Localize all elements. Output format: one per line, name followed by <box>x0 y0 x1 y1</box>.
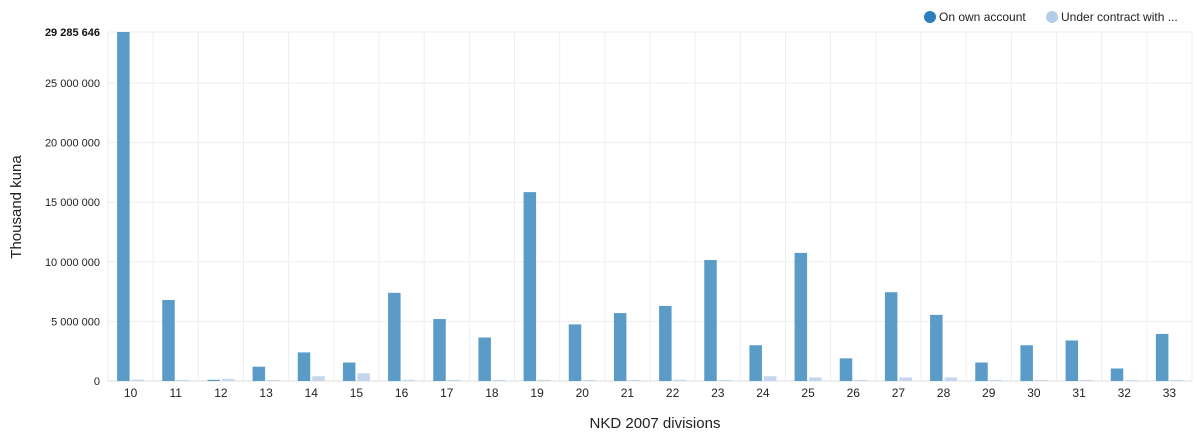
x-tick-label: 13 <box>259 386 273 400</box>
x-tick-label: 22 <box>666 386 680 400</box>
bar-own-account-23[interactable] <box>704 260 717 381</box>
bar-under-contract-29[interactable] <box>989 380 1003 381</box>
bar-under-contract-28[interactable] <box>944 377 958 381</box>
x-tick-label: 21 <box>621 386 635 400</box>
x-axis-ticks: 10 11 12 13 14 15 16 17 18 19 20 21 22 23 24 25 26 27 28 29… <box>124 386 1177 400</box>
bar-own-account-13[interactable] <box>252 366 266 381</box>
bar-own-account-12[interactable] <box>207 379 220 381</box>
bar-own-account-30[interactable] <box>1020 345 1033 381</box>
x-tick-label: 29 <box>982 386 996 400</box>
bar-under-contract-32[interactable] <box>1125 380 1138 381</box>
bar-own-account-22[interactable] <box>659 305 672 381</box>
y-tick-label: 25 000 000 <box>45 78 100 90</box>
bar-under-contract-13[interactable] <box>267 380 280 381</box>
y-max-label: 29 285 646 <box>45 27 100 39</box>
bar-under-contract-15[interactable] <box>357 373 370 381</box>
y-tick-label: 10 000 000 <box>45 257 100 269</box>
x-tick-label: 25 <box>801 386 815 400</box>
bar-under-contract-24[interactable] <box>763 376 777 381</box>
x-tick-label: 24 <box>756 386 770 400</box>
bar-own-account-11[interactable] <box>162 299 175 381</box>
bar-own-account-14[interactable] <box>297 352 311 381</box>
y-tick-label: 0 <box>94 376 100 388</box>
x-tick-label: 15 <box>350 386 364 400</box>
x-tick-label: 23 <box>711 386 725 400</box>
bar-own-account-26[interactable] <box>839 358 853 381</box>
x-tick-label: 19 <box>530 386 544 400</box>
x-tick-label: 16 <box>395 386 409 400</box>
bar-own-account-27[interactable] <box>884 292 898 381</box>
x-tick-label: 11 <box>170 386 183 400</box>
y-axis-title: Thousand kuna <box>8 155 25 259</box>
legend-label: Under contract with ... <box>1061 10 1178 24</box>
bar-under-contract-26[interactable] <box>854 380 867 381</box>
bar-under-contract-17[interactable] <box>447 379 461 381</box>
x-tick-label: 31 <box>1072 386 1086 400</box>
x-tick-label: 33 <box>1163 386 1177 400</box>
x-tick-label: 18 <box>485 386 499 400</box>
bar-own-account-15[interactable] <box>342 362 356 381</box>
bar-under-contract-16[interactable] <box>402 379 416 381</box>
bar-own-account-17[interactable] <box>433 319 446 381</box>
bar-own-account-25[interactable] <box>794 252 808 381</box>
bar-own-account-24[interactable] <box>749 345 762 381</box>
bar-under-contract-19[interactable] <box>538 379 551 381</box>
bar-under-contract-31[interactable] <box>1080 380 1093 381</box>
x-tick-label: 20 <box>576 386 590 400</box>
bars <box>117 32 1183 381</box>
bar-own-account-29[interactable] <box>975 362 988 381</box>
x-tick-label: 32 <box>1118 386 1132 400</box>
x-axis-title: NKD 2007 divisions <box>590 415 721 432</box>
bar-under-contract-30[interactable] <box>1034 380 1048 381</box>
bar-under-contract-33[interactable] <box>1170 380 1183 381</box>
bar-under-contract-27[interactable] <box>899 377 912 381</box>
bar-own-account-10[interactable] <box>117 32 130 381</box>
legend: On own account Under contract with ... <box>924 10 1178 24</box>
bar-under-contract-14[interactable] <box>312 376 325 381</box>
bar-own-account-19[interactable] <box>523 192 537 381</box>
legend-item-under-contract[interactable]: Under contract with ... <box>1046 10 1178 24</box>
x-tick-label: 10 <box>124 386 138 400</box>
bar-under-contract-20[interactable] <box>583 380 596 381</box>
bar-under-contract-23[interactable] <box>718 379 732 381</box>
y-axis-ticks: 0 5 000 000 10 000 000 15 000 000 20 000 000… <box>45 27 100 388</box>
y-tick-label: 5 000 000 <box>51 316 100 328</box>
bar-under-contract-18[interactable] <box>492 379 506 381</box>
bar-own-account-31[interactable] <box>1065 340 1079 381</box>
x-tick-label: 12 <box>214 386 228 400</box>
x-tick-label: 14 <box>305 386 319 400</box>
legend-label: On own account <box>939 10 1026 24</box>
bar-under-contract-21[interactable] <box>628 380 641 381</box>
x-tick-label: 30 <box>1027 386 1041 400</box>
bar-own-account-20[interactable] <box>568 324 582 381</box>
legend-swatch-icon <box>1046 11 1058 23</box>
x-tick-label: 26 <box>847 386 861 400</box>
bar-under-contract-12[interactable] <box>221 378 235 381</box>
bar-own-account-33[interactable] <box>1155 333 1169 381</box>
y-tick-label: 20 000 000 <box>45 138 100 150</box>
bar-under-contract-11[interactable] <box>176 380 190 381</box>
bar-under-contract-25[interactable] <box>809 377 822 381</box>
bar-under-contract-22[interactable] <box>673 379 687 381</box>
x-tick-label: 27 <box>892 386 906 400</box>
bar-own-account-16[interactable] <box>388 292 401 381</box>
y-tick-label: 15 000 000 <box>45 197 100 209</box>
x-tick-label: 28 <box>937 386 951 400</box>
bar-own-account-18[interactable] <box>478 337 491 381</box>
x-tick-label: 17 <box>440 386 454 400</box>
bar-own-account-21[interactable] <box>613 313 627 381</box>
grid <box>107 31 1193 382</box>
bar-own-account-32[interactable] <box>1110 368 1124 381</box>
bar-under-contract-10[interactable] <box>131 379 145 381</box>
bar-own-account-28[interactable] <box>930 314 943 381</box>
legend-swatch-icon <box>924 11 936 23</box>
legend-item-own-account[interactable]: On own account <box>924 10 1026 24</box>
